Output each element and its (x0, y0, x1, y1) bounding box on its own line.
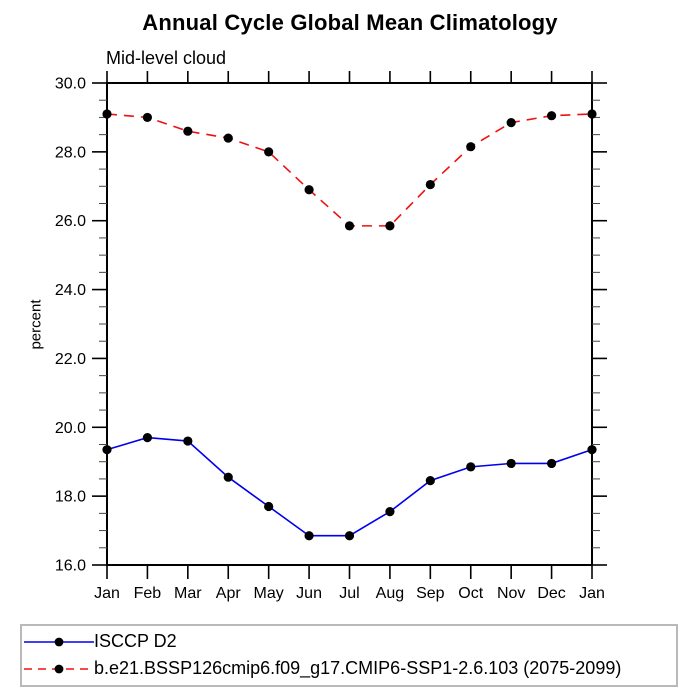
series-line-1 (106, 113, 593, 227)
x-tick-label: Jan (579, 585, 605, 602)
data-point-marker (304, 531, 314, 541)
legend-swatch-dashed-line (24, 664, 94, 673)
y-tick-label: 22.0 (55, 351, 86, 368)
chart-subtitle: Mid-level cloud (106, 48, 227, 68)
x-tick-label: Dec (537, 585, 565, 602)
data-point-marker (223, 133, 233, 143)
legend-item-model: b.e21.BSSP126cmip6.f09_g17.CMIP6-SSP1-2.… (22, 655, 676, 682)
data-point-marker (587, 109, 597, 119)
data-point-marker (425, 476, 435, 486)
y-tick-label: 28.0 (55, 144, 86, 161)
y-tick-label: 30.0 (55, 76, 86, 93)
legend-marker (54, 637, 64, 646)
data-point-marker (466, 142, 476, 152)
data-point-marker (264, 147, 274, 157)
x-tick-label: Aug (376, 585, 404, 602)
data-point-marker (264, 501, 274, 512)
page-title: Annual Cycle Global Mean Climatology (142, 10, 558, 35)
x-tick-label: Jun (296, 585, 322, 602)
y-tick-label: 24.0 (55, 282, 86, 299)
data-point-marker (546, 111, 557, 121)
x-tick-label: Jan (94, 585, 120, 602)
legend-marker (54, 664, 64, 673)
x-tick-label: Nov (497, 585, 525, 602)
data-point-marker (344, 221, 355, 231)
data-point-marker (385, 221, 395, 231)
x-tick-label: Sep (416, 585, 445, 602)
data-point-marker (183, 436, 193, 446)
data-point-marker (506, 458, 516, 469)
legend-label-model: b.e21.BSSP126cmip6.f09_g17.CMIP6-SSP1-2.… (94, 658, 622, 678)
y-tick-label: 18.0 (55, 489, 86, 506)
y-tick-label: 20.0 (55, 420, 86, 437)
data-point-marker (142, 112, 153, 123)
data-point-marker (385, 507, 395, 517)
plot-area: 30.0 28.0 26.0 24.0 22.0 20.0 18.0 16.0 Jan Feb Ma… (55, 71, 607, 602)
legend-box: ISCCP D2 b.e21.BSSP126cmip6.f09_g17.CMIP… (20, 624, 678, 687)
y-tick-label: 16.0 (55, 558, 86, 575)
x-tick-label: Jul (339, 585, 359, 602)
legend-swatch-solid-line (24, 637, 94, 646)
data-point-marker (142, 433, 153, 443)
series-line-0 (106, 436, 593, 537)
y-tick-label: 26.0 (55, 213, 86, 230)
data-point-marker (102, 445, 112, 455)
data-point-marker (546, 458, 557, 469)
data-point-marker (466, 462, 476, 472)
x-tick-label: May (254, 585, 284, 602)
x-tick-label: Mar (174, 585, 202, 602)
data-point-marker (344, 531, 355, 541)
data-point-marker (183, 126, 193, 136)
data-point-marker (223, 472, 233, 482)
legend-label-observation: ISCCP D2 (94, 631, 177, 651)
x-tick-label: Oct (458, 585, 483, 602)
data-point-marker (304, 185, 314, 195)
data-point-marker (102, 109, 112, 119)
data-point-marker (425, 179, 435, 190)
legend-item-observation: ISCCP D2 (22, 628, 676, 655)
data-point-marker (506, 117, 516, 128)
data-point-marker (587, 445, 597, 455)
x-tick-label: Feb (134, 585, 162, 602)
x-tick-label: Apr (216, 585, 242, 602)
